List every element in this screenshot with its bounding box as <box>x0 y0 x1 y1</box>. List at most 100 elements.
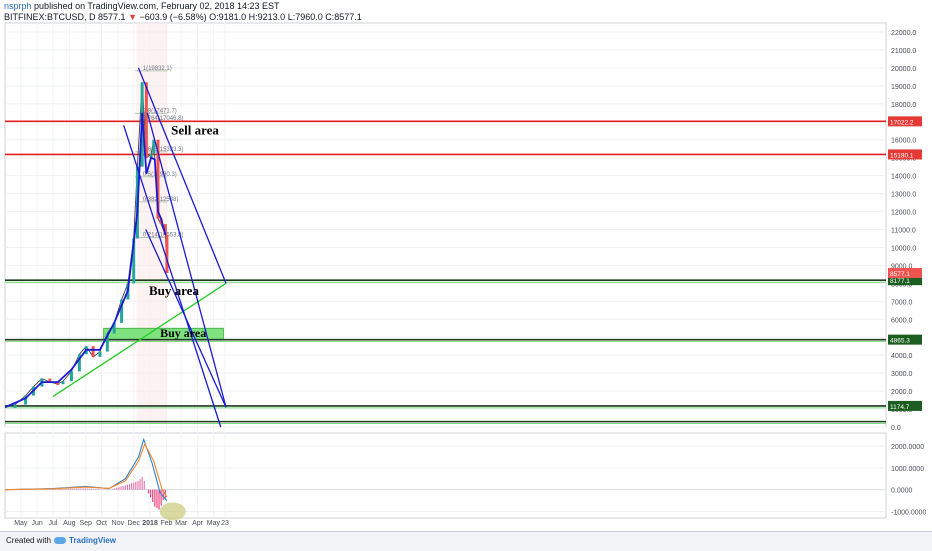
candle <box>48 378 52 383</box>
x-tick-label: Mar <box>175 520 188 527</box>
chart-header: nsprph published on TradingView.com, Feb… <box>4 1 924 23</box>
y-tick-label: 21000.0 <box>891 48 916 55</box>
x-tick-label: Apr <box>192 520 204 527</box>
x-tick-label: May <box>207 520 221 527</box>
fib-level-label: 0.214(10553.8) <box>143 233 184 239</box>
candle <box>105 333 109 352</box>
candle <box>144 82 148 158</box>
candle <box>152 139 156 155</box>
high-value: H:9213.0 <box>248 12 286 22</box>
oscillator-plot-area[interactable] <box>4 432 887 519</box>
x-tick-label: Jul <box>49 520 58 527</box>
published-text: published on TradingView.com, February 0… <box>34 1 280 11</box>
trendline[interactable] <box>52 282 227 398</box>
trendline[interactable] <box>123 125 222 428</box>
open-value: O:9181.0 <box>209 12 247 22</box>
fib-level-label: 0.8(17471.7) <box>143 108 177 114</box>
osc-y-tick-label: 1000.0000 <box>891 466 924 473</box>
candle <box>120 299 124 323</box>
y-tick-label: 10000.0 <box>891 245 916 252</box>
fib-level-label: 0.764(17046.8) <box>143 116 184 122</box>
level-price-tag <box>888 116 922 127</box>
close-value: C:8577.1 <box>325 12 362 22</box>
x-tick-label: May <box>14 520 28 527</box>
candle <box>132 238 136 284</box>
y-tick-label: 2000.0 <box>891 389 913 396</box>
y-tick-label: 11000.0 <box>891 227 916 234</box>
osc-y-tick-label: -1000.0000 <box>891 509 927 516</box>
y-tick-label: 4000.0 <box>891 353 913 360</box>
author-link[interactable]: nsprph <box>4 1 32 11</box>
level-price-label: 8177.1 <box>890 278 910 285</box>
trendline[interactable] <box>146 112 227 408</box>
y-tick-label: 16000.0 <box>891 138 916 145</box>
x-tick-label: 23 <box>221 520 229 527</box>
level-price-tag <box>888 334 922 345</box>
candle <box>98 351 102 357</box>
y-tick-label: 19000.0 <box>891 84 916 91</box>
fib-level-label: 0.618(15323.3) <box>143 147 184 153</box>
symbol-label: BITFINEX:BTCUSD, D <box>4 12 96 22</box>
y-tick-label: 12000.0 <box>891 210 916 217</box>
fib-level-label: 1(19832.1) <box>143 66 172 72</box>
x-tick-label: Dec <box>127 520 140 527</box>
tradingview-brand: TradingView <box>69 536 116 545</box>
level-price-tag <box>888 275 922 286</box>
trendline[interactable] <box>145 229 227 408</box>
level-price-label: 17022.2 <box>890 119 914 126</box>
y-tick-label: 22000.0 <box>891 30 916 37</box>
y-tick-label: 13000.0 <box>891 192 916 199</box>
candle <box>61 381 65 385</box>
candle <box>56 382 60 386</box>
candle <box>69 371 73 382</box>
candle <box>163 224 167 235</box>
candle <box>91 346 95 357</box>
y-tick-label: 20000.0 <box>891 66 916 73</box>
level-price-tag <box>888 149 922 160</box>
osc-y-tick-label: 0.0000 <box>891 488 913 495</box>
level-price-label: 4865.3 <box>890 338 910 345</box>
current-price-tag <box>888 267 922 278</box>
annotation-label: Buy area <box>160 326 206 340</box>
last-price: 8577.1 <box>98 12 126 22</box>
osc-y-tick-label: 2000.0000 <box>891 444 924 451</box>
candle <box>13 404 17 408</box>
highlight-ellipse <box>159 502 186 521</box>
y-tick-label: 18000.0 <box>891 102 916 109</box>
trendline[interactable] <box>137 67 227 284</box>
candle <box>156 139 160 219</box>
moving-average-line <box>4 112 167 409</box>
low-value: L:7960.0 <box>287 12 323 22</box>
y-tick-label: 14000.0 <box>891 174 916 181</box>
created-with-label: Created with <box>6 536 51 545</box>
y-tick-label: 3000.0 <box>891 371 913 378</box>
x-tick-label: Jun <box>32 520 43 527</box>
x-tick-label: Nov <box>112 520 125 527</box>
candle <box>165 234 169 273</box>
level-price-label: 1174.7 <box>890 404 910 411</box>
annotation-label: Sell area <box>171 122 219 137</box>
footer-bar: Created with TradingView <box>0 531 932 551</box>
tradingview-logo[interactable]: TradingView <box>54 532 116 550</box>
down-arrow-icon: ▼ <box>128 12 137 22</box>
x-tick-label: Feb <box>160 520 172 527</box>
y-tick-label: 6000.0 <box>891 317 913 324</box>
y-tick-label: 7000.0 <box>891 299 913 306</box>
ohlc-line: BITFINEX:BTCUSD, D 8577.1 ▼ −603.9 (−6.5… <box>4 12 924 23</box>
x-tick-label: 2018 <box>142 520 158 527</box>
candle <box>149 154 153 158</box>
price-chart[interactable]: 22000.021000.020000.019000.018000.017000… <box>0 0 932 531</box>
candle <box>112 322 116 334</box>
annotation-label: Buy area <box>149 283 199 298</box>
level-price-label: 15180.1 <box>890 152 914 159</box>
price-change: −603.9 (−6.58%) <box>139 12 207 22</box>
x-tick-label: Oct <box>96 520 107 527</box>
fib-level-label: 0.382(12538) <box>143 197 179 203</box>
signal-line <box>4 442 168 498</box>
fib-level-label: 0.5(13930.3) <box>143 172 177 178</box>
x-tick-label: Aug <box>63 520 76 527</box>
current-price-label: 8577.1 <box>890 271 910 278</box>
tradingview-cloud-icon <box>54 537 66 545</box>
candle <box>24 395 28 405</box>
candle <box>77 354 81 372</box>
